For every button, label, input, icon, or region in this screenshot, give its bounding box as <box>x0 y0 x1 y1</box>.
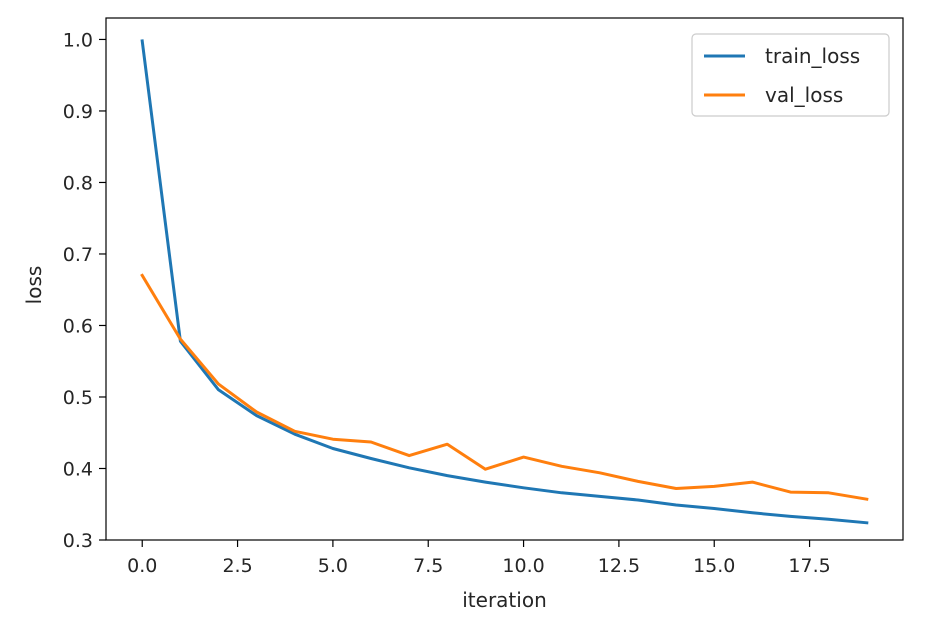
plot-frame <box>105 17 904 541</box>
y-tick-label: 0.7 <box>63 244 93 266</box>
y-tick-label: 0.5 <box>63 387 93 409</box>
x-tick-label: 15.0 <box>693 555 735 577</box>
legend: train_loss val_loss <box>691 33 890 117</box>
legend-label-val-loss: val_loss <box>765 83 843 107</box>
y-axis-title: loss <box>22 266 46 305</box>
series-line-val-loss <box>140 273 869 501</box>
y-tick-label: 1.0 <box>63 29 93 51</box>
x-tick-label: 7.5 <box>413 555 443 577</box>
x-axis: 0.0 2.5 5.0 7.5 10.0 12.5 15.0 17.5 <box>127 540 831 577</box>
x-tick-label: 12.5 <box>598 555 640 577</box>
x-tick-label: 10.0 <box>502 555 544 577</box>
x-tick-label: 0.0 <box>127 555 157 577</box>
y-axis: 0.3 0.4 0.5 0.6 0.7 0.8 0.9 1.0 <box>63 29 106 552</box>
x-axis-title: iteration <box>462 588 547 612</box>
x-tick-label: 17.5 <box>788 555 830 577</box>
series-line-train-loss <box>140 39 869 525</box>
y-tick-label: 0.4 <box>63 458 93 480</box>
y-tick-label: 0.3 <box>63 530 93 552</box>
y-tick-label: 0.9 <box>63 101 93 123</box>
x-tick-label: 5.0 <box>318 555 348 577</box>
legend-label-train-loss: train_loss <box>765 44 860 68</box>
y-tick-label: 0.8 <box>63 172 93 194</box>
series-layer <box>140 39 869 525</box>
x-tick-label: 2.5 <box>222 555 252 577</box>
y-tick-label: 0.6 <box>63 315 93 337</box>
